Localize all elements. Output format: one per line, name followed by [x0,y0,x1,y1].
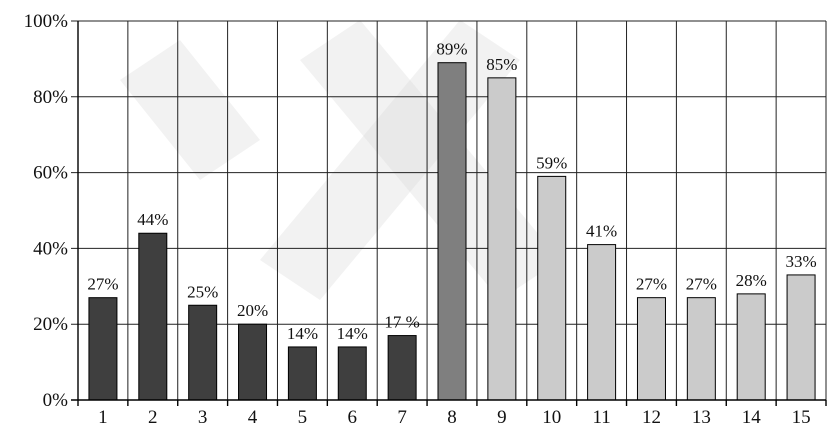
bar [587,244,617,401]
x-tick-label: 14 [742,407,762,427]
bar [487,77,517,401]
bar [188,304,218,401]
bars [88,62,816,401]
x-tick-label: 3 [198,407,208,427]
x-tick-label: 2 [148,407,158,427]
axes [71,21,827,406]
bar [287,346,317,401]
y-tick-label: 0% [43,390,69,411]
bar [736,293,766,401]
data-label: 14% [287,324,318,343]
x-tick-label: 11 [592,407,610,427]
vertical-gridlines [127,21,827,400]
x-tick-label: 15 [792,407,811,427]
data-label: 28% [736,271,767,290]
y-tick-label: 20% [33,314,68,335]
x-tick-label: 10 [542,407,561,427]
data-label: 41% [586,222,617,241]
bar [437,62,467,401]
data-label: 14% [337,324,368,343]
x-tick-label: 13 [692,407,711,427]
data-label: 33% [785,252,816,271]
data-label: 27% [686,275,717,294]
bar [537,175,567,401]
bar [238,323,268,401]
x-tick-label: 9 [497,407,507,427]
x-tick-label: 12 [642,407,661,427]
x-tick-label: 6 [348,407,358,427]
bar [387,335,417,401]
y-tick-label: 40% [33,238,68,259]
x-tick-label: 5 [298,407,308,427]
y-tick-labels: 0% 20% 40% 60% 80% 100% [24,11,69,411]
x-tick-label: 7 [397,407,407,427]
x-tick-label: 4 [248,407,258,427]
data-label: 27% [636,275,667,294]
data-label: 25% [187,282,218,301]
data-labels: 27% 44% 25% 20% 14% 14% 17 % 89% 85% 59% 41% 27% 27%… [87,40,816,343]
y-tick-label: 80% [33,87,68,108]
bar [686,297,716,401]
y-tick-label: 100% [24,11,69,32]
bar [138,232,168,401]
bar [88,297,118,401]
data-label: 27% [87,275,118,294]
bar [337,346,367,401]
data-label: 17 % [384,313,419,332]
x-tick-label: 8 [447,407,457,427]
x-tick-labels: 1 2 3 4 5 6 7 8 9 10 11 12 13 14 15 [98,407,810,427]
y-tick-label: 60% [33,163,68,184]
data-label: 89% [436,40,467,59]
bar [786,274,816,401]
data-label: 44% [137,210,168,229]
data-label: 20% [237,301,268,320]
x-tick-label: 1 [98,407,108,427]
data-label: 59% [536,153,567,172]
data-label: 85% [486,55,517,74]
bar [636,297,666,401]
